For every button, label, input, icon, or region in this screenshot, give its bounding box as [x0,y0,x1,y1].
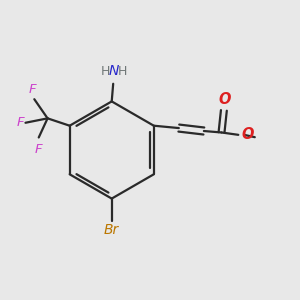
Text: Br: Br [104,223,119,237]
Text: O: O [218,92,231,107]
Text: H: H [101,65,110,78]
Text: F: F [16,116,24,129]
Text: F: F [35,143,43,156]
Text: F: F [29,83,37,96]
Text: O: O [241,127,254,142]
Text: H: H [117,65,127,78]
Text: N: N [109,64,119,78]
